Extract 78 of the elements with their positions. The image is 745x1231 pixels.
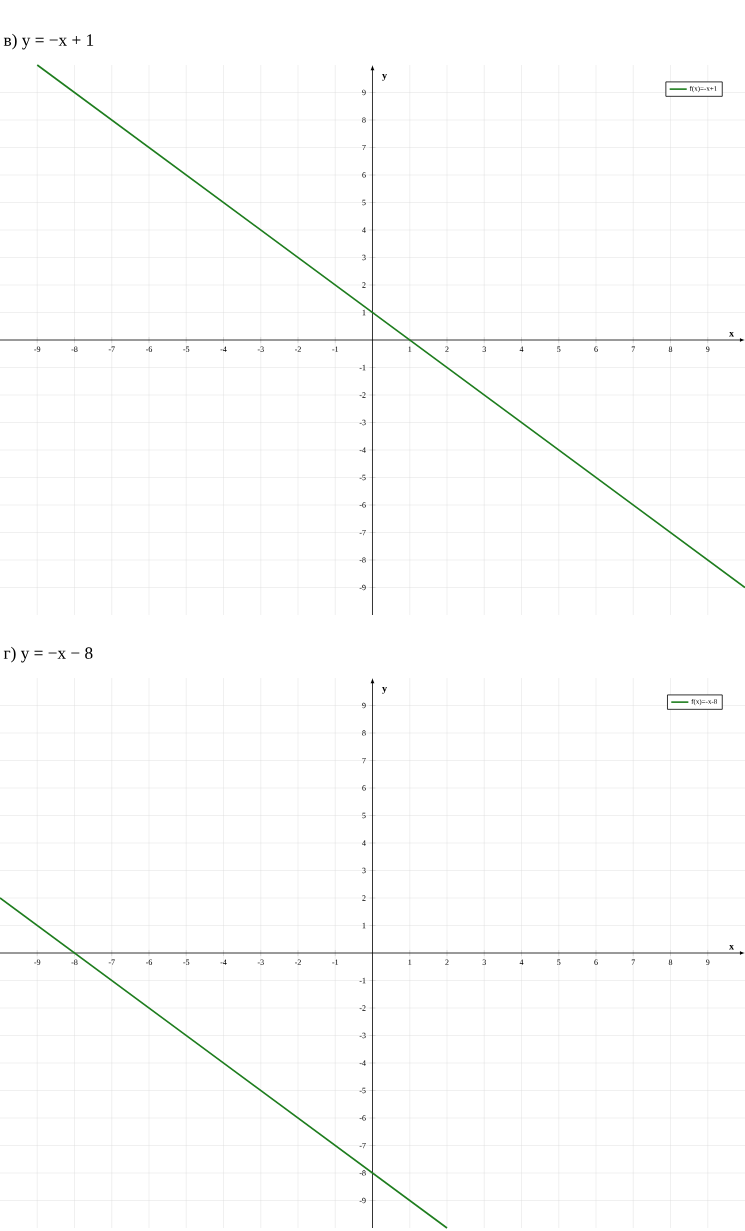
y-tick-label: 7 [362,757,366,764]
x-axis-title: x [729,944,734,950]
y-tick-label: -4 [359,447,366,453]
chart-title: в) y = −x + 1 [3,33,94,50]
y-tick-label: 7 [362,144,366,151]
x-tick-label: 8 [668,959,673,965]
x-tick-label: -5 [183,959,190,965]
x-tick-label: 2 [445,346,449,352]
y-tick-label: 6 [362,172,366,178]
x-tick-label: 9 [706,959,710,965]
x-tick-label: -9 [34,959,41,965]
y-tick-label: 1 [362,922,366,929]
y-tick-label: 5 [362,199,366,206]
y-tick-label: -5 [359,1087,366,1094]
y-tick-label: 3 [362,254,366,261]
x-tick-label: 7 [631,959,636,965]
chart-title: г) y = −x − 8 [3,646,93,663]
y-tick-label: -6 [359,502,366,508]
y-tick-label: -2 [359,392,366,398]
y-tick-label: -3 [359,1032,366,1039]
y-tick-label: -1 [359,364,366,371]
x-tick-label: -1 [332,959,339,965]
y-tick-label: -2 [359,1005,366,1011]
x-tick-label: -4 [220,346,227,352]
x-tick-label: 1 [408,959,412,965]
x-tick-label: -2 [294,959,301,965]
x-tick-label: 4 [519,959,524,965]
y-tick-label: 4 [362,227,366,233]
y-tick-label: -9 [359,1197,366,1204]
x-tick-label: 5 [557,959,561,965]
x-tick-label: -3 [257,959,264,965]
y-tick-label: -8 [359,1170,366,1176]
x-tick-label: 3 [482,346,486,352]
y-tick-label: 1 [362,309,366,316]
x-tick-label: -3 [257,346,264,352]
x-tick-label: 3 [482,959,486,965]
x-tick-label: 4 [519,346,524,352]
x-tick-label: -1 [332,346,339,352]
x-tick-label: 8 [668,346,673,352]
x-tick-label: 9 [706,346,710,352]
x-tick-label: -8 [71,346,78,352]
y-tick-label: 2 [362,282,366,288]
y-tick-label: -5 [359,474,366,481]
x-axis-title: x [729,331,734,337]
x-tick-label: -6 [145,346,153,352]
y-tick-label: -7 [359,529,366,536]
y-tick-label: 9 [362,702,366,709]
y-tick-label: 9 [362,89,366,96]
y-tick-label: -9 [359,584,366,591]
x-tick-label: 2 [445,959,449,965]
y-axis-title: y [382,74,387,81]
x-tick-label: 6 [594,346,598,352]
x-tick-label: -9 [34,346,41,352]
x-tick-label: -6 [145,959,153,965]
x-tick-label: -7 [108,346,115,352]
x-tick-label: 5 [557,346,561,352]
y-tick-label: -3 [359,419,366,426]
y-tick-label: 2 [362,895,366,901]
y-tick-label: -1 [359,977,366,984]
x-tick-label: -4 [220,959,227,965]
x-tick-label: 7 [631,346,636,352]
y-tick-label: -6 [359,1115,366,1121]
y-tick-label: 6 [362,785,366,791]
y-tick-label: 4 [362,840,366,846]
y-tick-label: 5 [362,812,366,819]
y-tick-label: 8 [362,117,366,123]
x-tick-label: -2 [294,346,301,352]
y-tick-label: -4 [359,1060,366,1066]
x-tick-label: -7 [108,959,115,965]
y-tick-label: -8 [359,557,366,563]
y-tick-label: 3 [362,867,366,874]
y-axis-title: y [382,687,387,694]
y-tick-label: 8 [362,730,366,736]
x-tick-label: -8 [71,959,78,965]
x-tick-label: 1 [408,346,412,352]
x-tick-label: 6 [594,959,598,965]
y-tick-label: -7 [359,1142,366,1149]
x-tick-label: -5 [183,346,190,352]
